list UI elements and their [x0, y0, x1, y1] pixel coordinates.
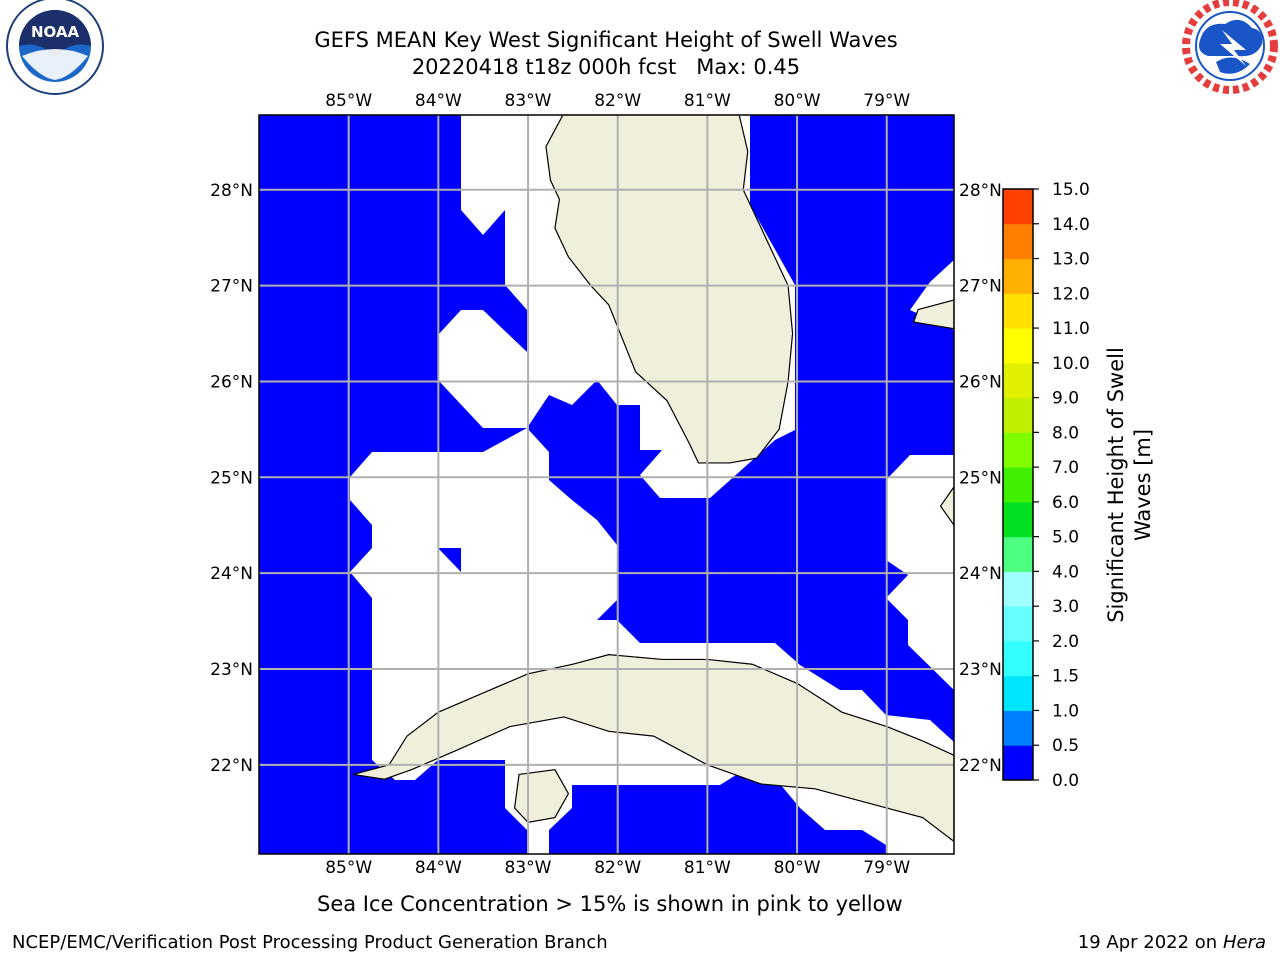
land-cuba — [353, 654, 954, 843]
footer-date: 19 Apr 2022 on Hera — [1078, 932, 1266, 953]
lon-ticks-top: 85°W 84°W 83°W 82°W 81°W 80°W 79°W — [325, 91, 910, 111]
lon-label-top-5: 80°W — [774, 91, 821, 111]
colorbar-tick-label-17: 15.0 — [1052, 180, 1090, 200]
lon-label-top-3: 82°W — [594, 91, 641, 111]
colorbar-tick-label-11: 9.0 — [1052, 389, 1079, 409]
colorbar-label: Significant Height of Swell Waves [m] — [1104, 347, 1155, 623]
graticule — [259, 115, 954, 854]
colorbar-tick-label-3: 1.5 — [1052, 667, 1079, 687]
colorbar-swatch-5 — [1003, 571, 1033, 607]
lat-label-right-3: 25°N — [959, 468, 1002, 488]
colorbar-tick-label-13: 11.0 — [1052, 319, 1090, 339]
colorbar-swatch-9 — [1003, 432, 1033, 468]
colorbar-swatch-6 — [1003, 536, 1033, 572]
lon-label-bottom-4: 81°W — [684, 858, 731, 878]
lat-label-right-4: 26°N — [959, 372, 1002, 392]
lat-label-left-6: 28°N — [210, 181, 253, 201]
colorbar-label-line1: Significant Height of Swell — [1104, 347, 1128, 623]
lat-label-left-3: 25°N — [210, 468, 253, 488]
colorbar-tick-label-16: 14.0 — [1052, 215, 1090, 235]
lat-label-left-5: 27°N — [210, 277, 253, 297]
colorbar-swatch-14 — [1003, 258, 1033, 294]
colorbar-swatch-16 — [1003, 189, 1033, 225]
lon-label-bottom-1: 84°W — [415, 858, 462, 878]
lat-label-left-2: 24°N — [210, 564, 253, 584]
lat-label-left-0: 22°N — [210, 756, 253, 776]
water-region-3 — [549, 760, 886, 854]
water-region-1 — [259, 115, 954, 854]
map-frame — [258, 114, 955, 855]
lon-label-bottom-5: 80°W — [774, 858, 821, 878]
lat-label-right-0: 22°N — [959, 756, 1002, 776]
colorbar-label-line2: Waves [m] — [1131, 429, 1155, 541]
land-florida — [545, 115, 794, 464]
lon-label-bottom-2: 83°W — [505, 858, 552, 878]
colorbar-tick-label-4: 2.0 — [1052, 632, 1079, 652]
lat-ticks-right: 22°N 23°N 24°N 25°N 26°N 27°N 28°N — [959, 181, 1002, 776]
swell-height-field — [259, 115, 954, 854]
colorbar-tick-label-7: 5.0 — [1052, 528, 1079, 548]
colorbar: 0.0 0.5 1.0 1.5 2.0 3.0 4.0 5.0 6.0 7.0 8.0 9.0 10.0… — [1002, 180, 1090, 791]
colorbar-tick-label-12: 10.0 — [1052, 354, 1090, 374]
colorbar-tick-label-0: 0.0 — [1052, 771, 1079, 791]
lat-label-right-6: 28°N — [959, 181, 1002, 201]
lat-label-right-2: 24°N — [959, 564, 1002, 584]
colorbar-tick-label-10: 8.0 — [1052, 423, 1079, 443]
colorbar-swatch-4 — [1003, 606, 1033, 642]
footer-credit: NCEP/EMC/Verification Post Processing Pr… — [12, 932, 608, 953]
footer-date-text: 19 Apr 2022 on — [1077, 932, 1223, 953]
sea-ice-caption: Sea Ice Concentration > 15% is shown in … — [317, 892, 903, 916]
colorbar-tick-label-8: 6.0 — [1052, 493, 1079, 513]
lon-label-top-2: 83°W — [505, 91, 552, 111]
footer-server: Hera — [1222, 932, 1266, 953]
lon-label-bottom-3: 82°W — [594, 858, 641, 878]
colorbar-swatch-3 — [1003, 640, 1033, 677]
colorbar-swatch-8 — [1003, 467, 1033, 503]
colorbar-tick-label-9: 7.0 — [1052, 458, 1079, 478]
land-andros — [939, 485, 954, 527]
colorbar-swatch-15 — [1003, 223, 1033, 260]
lat-ticks-left: 22°N 23°N 24°N 25°N 26°N 27°N 28°N — [210, 181, 253, 776]
colorbar-tick-label-2: 1.0 — [1052, 701, 1079, 721]
lon-label-bottom-0: 85°W — [325, 858, 372, 878]
colorbar-swatch-12 — [1003, 328, 1033, 364]
colorbar-swatch-1 — [1003, 710, 1033, 746]
colorbar-tick-label-6: 4.0 — [1052, 562, 1079, 582]
land-grand-bahama — [912, 299, 954, 330]
lon-label-top-4: 81°W — [684, 91, 731, 111]
colorbar-swatch-2 — [1003, 675, 1033, 711]
colorbar-tick-label-15: 13.0 — [1052, 250, 1090, 270]
lon-label-top-6: 79°W — [863, 91, 910, 111]
noaa-logo: NOAA — [6, 0, 104, 95]
colorbar-swatch-10 — [1003, 397, 1033, 433]
colorbar-swatch-0 — [1003, 745, 1033, 781]
chart-subtitle: 20220418 t18z 000h fcst Max: 0.45 — [411, 55, 801, 79]
lat-label-right-1: 23°N — [959, 660, 1002, 680]
nws-logo — [1182, 0, 1278, 94]
colorbar-tick-label-1: 0.5 — [1052, 736, 1079, 756]
lat-label-left-4: 26°N — [210, 372, 253, 392]
lon-label-top-0: 85°W — [325, 91, 372, 111]
colorbar-swatch-7 — [1003, 501, 1033, 538]
colorbar-tick-label-14: 12.0 — [1052, 284, 1090, 304]
chart-title: GEFS MEAN Key West Significant Height of… — [314, 28, 898, 52]
lat-label-left-1: 23°N — [210, 660, 253, 680]
water-region-2 — [438, 548, 461, 572]
lon-label-top-1: 84°W — [415, 91, 462, 111]
lon-ticks-bottom: 85°W 84°W 83°W 82°W 81°W 80°W 79°W — [325, 858, 910, 878]
colorbar-swatch-11 — [1003, 362, 1033, 399]
colorbar-frame — [1002, 188, 1034, 781]
colorbar-swatch-13 — [1003, 293, 1033, 329]
lon-label-bottom-6: 79°W — [863, 858, 910, 878]
colorbar-tick-label-5: 3.0 — [1052, 597, 1079, 617]
noaa-logo-text: NOAA — [31, 23, 80, 41]
lat-label-right-5: 27°N — [959, 277, 1002, 297]
